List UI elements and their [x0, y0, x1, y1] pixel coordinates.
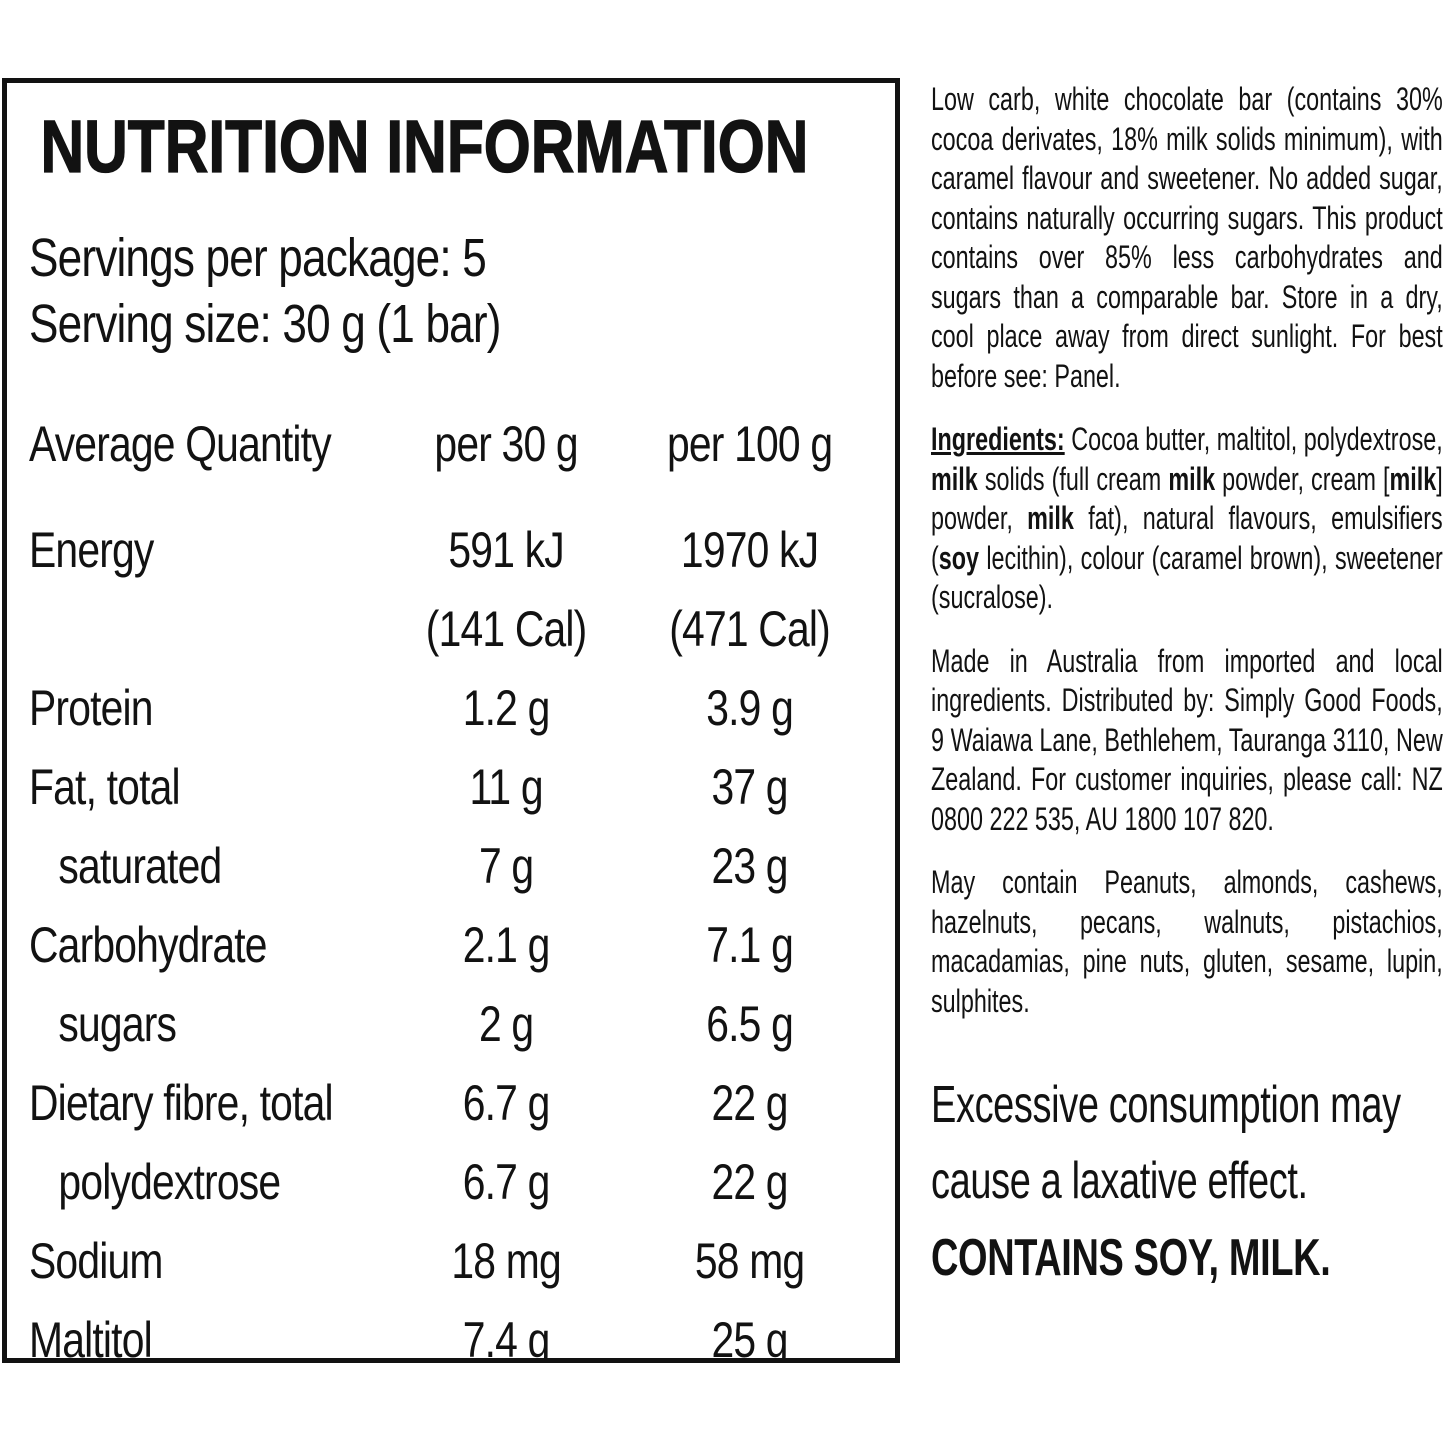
value-per-100g: 3.9 g — [706, 680, 794, 736]
table-row-dietary-fibre: Dietary fibre, total 6.7 g 22 g — [29, 1078, 879, 1128]
allergen-milk-bold: milk — [1389, 460, 1437, 497]
column-header-per-30g: per 30 g — [434, 416, 578, 472]
may-contain-statement: May contain Peanuts, almonds, cashews, h… — [931, 864, 1443, 1019]
serving-size: Serving size: 30 g (1 bar) — [29, 294, 501, 354]
ingredients-text: fat), natural flavours, emulsifiers ( — [931, 500, 1443, 576]
value-per-30g: 11 g — [469, 759, 544, 815]
value-per-30g: 6.7 g — [462, 1154, 551, 1210]
nutrient-label: Fat, total — [29, 759, 181, 815]
value-per-100g: 7.1 g — [706, 917, 794, 973]
nutrition-panel: NUTRITION INFORMATION Servings per packa… — [2, 78, 900, 1363]
ingredients-text: ] powder, — [931, 460, 1443, 537]
nutrient-label: Carbohydrate — [29, 917, 268, 973]
nutrient-label: Energy — [29, 522, 154, 578]
table-row-carbohydrate: Carbohydrate 2.1 g 7.1 g — [29, 920, 879, 970]
table-row-fat-total: Fat, total 11 g 37 g — [29, 762, 879, 812]
allergen-milk-bold: milk — [1027, 500, 1074, 536]
value-per-100g: 23 g — [711, 838, 788, 894]
allergen-contains-statement: CONTAINS SOY, MILK. — [931, 1229, 1331, 1287]
column-header-average-quantity: Average Quantity — [29, 416, 332, 472]
value-per-30g: 1.2 g — [462, 680, 551, 736]
value-per-30g: 18 mg — [451, 1233, 561, 1289]
product-description: Low carb, white chocolate bar (contains … — [931, 81, 1443, 394]
table-row-sugars: sugars 2 g 6.5 g — [29, 999, 879, 1049]
label-text-column: Low carb, white chocolate bar (contains … — [931, 80, 1443, 1287]
ingredients-text: Cocoa butter, maltitol, poly­dextrose, — [1064, 421, 1443, 457]
origin-distribution: Made in Australia from imported and loca… — [931, 642, 1443, 837]
table-row-sodium: Sodium 18 mg 58 mg — [29, 1236, 879, 1286]
nutrient-label: sugars — [58, 996, 177, 1052]
nutrient-label: Dietary fibre, total — [29, 1075, 334, 1131]
value-per-30g: 2 g — [478, 996, 534, 1052]
nutrition-panel-content: NUTRITION INFORMATION Servings per packa… — [29, 105, 879, 1363]
table-row-protein: Protein 1.2 g 3.9 g — [29, 683, 879, 733]
table-row-polydextrose: polydextrose 6.7 g 22 g — [29, 1157, 879, 1207]
ingredients-paragraph: Ingredients: Cocoa butter, maltitol, pol… — [931, 420, 1443, 618]
ingredients-text: lecithin), colour (caramel brown), sweet… — [931, 539, 1443, 616]
ingredients-text: solids (full cream — [977, 460, 1169, 497]
nutrient-label: saturated — [58, 838, 222, 894]
nutrition-title: NUTRITION INFORMATION — [40, 105, 809, 188]
value-per-100g: 22 g — [711, 1075, 788, 1131]
servings-per-package: Servings per package: 5 — [29, 228, 487, 288]
table-row-energy: Energy 591 kJ 1970 kJ — [29, 525, 879, 575]
allergen-milk-bold: milk — [931, 460, 978, 497]
laxative-warning: Excessive consumption may cause a laxati… — [931, 1076, 1401, 1210]
column-header-per-100g: per 100 g — [666, 416, 833, 472]
value-per-30g: (141 Cal) — [425, 601, 587, 657]
allergen-milk-bold: milk — [1168, 460, 1216, 497]
serving-info: Servings per package: 5 Serving size: 30… — [29, 225, 879, 357]
value-per-100g: (471 Cal) — [669, 601, 830, 657]
value-per-100g: 37 g — [711, 759, 788, 815]
value-per-100g: 1970 kJ — [680, 522, 819, 578]
value-per-30g: 591 kJ — [448, 522, 564, 578]
nutrient-label: Protein — [29, 680, 154, 736]
allergen-soy-bold: soy — [938, 539, 980, 576]
nutrient-label: Maltitol — [29, 1312, 153, 1363]
table-row-maltitol: Maltitol 7.4 g 25 g — [29, 1312, 879, 1363]
value-per-30g: 7.4 g — [462, 1312, 551, 1363]
table-row-saturated-fat: saturated 7 g 23 g — [29, 841, 879, 891]
value-per-100g: 58 mg — [694, 1233, 805, 1289]
table-header-row: Average Quantity per 30 g per 100 g — [29, 419, 879, 469]
value-per-100g: 6.5 g — [706, 996, 794, 1052]
ingredients-heading: Ingredients: — [931, 421, 1065, 457]
value-per-30g: 6.7 g — [462, 1075, 551, 1131]
nutrient-label: Sodium — [29, 1233, 163, 1289]
value-per-30g: 7 g — [478, 838, 534, 894]
table-row-energy-calories: (141 Cal) (471 Cal) — [29, 604, 879, 654]
value-per-100g: 22 g — [711, 1154, 788, 1210]
nutrient-label: polydextrose — [58, 1154, 281, 1210]
ingredients-text: powder, cream [ — [1215, 460, 1390, 497]
value-per-100g: 25 g — [711, 1312, 788, 1363]
value-per-30g: 2.1 g — [462, 917, 551, 973]
